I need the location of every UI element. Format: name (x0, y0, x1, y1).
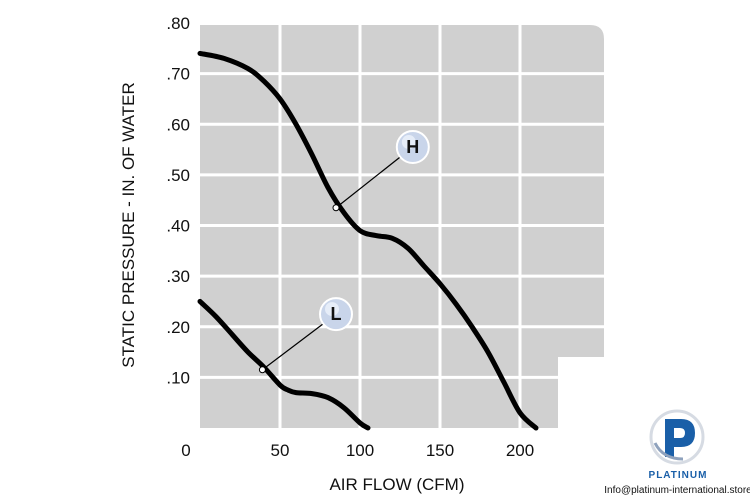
callout-label-l: L (331, 304, 342, 324)
series-callouts: HL (258, 130, 430, 374)
x-tick-label: 200 (506, 441, 534, 460)
y-tick-label: .40 (166, 217, 190, 236)
y-tick-labels: .10 .20 .30 .40 .50 .60 .70 .80 (166, 14, 190, 387)
brand-email: Info@platinum-international.store (604, 485, 750, 496)
logo-swoosh (653, 442, 684, 461)
platinum-logo (649, 409, 705, 465)
callout-highlight-l (325, 302, 339, 317)
callout-dot-l (258, 366, 266, 374)
x-tick-labels: 0 50 100 150 200 (181, 441, 534, 460)
y-tick-label: .30 (166, 267, 190, 286)
y-tick-label: .10 (166, 368, 190, 387)
y-tick-label: .60 (166, 115, 190, 134)
brand-name: PLATINUM (649, 470, 708, 481)
y-tick-label: .80 (166, 14, 190, 33)
grid (200, 23, 604, 428)
callout-dot-h (332, 204, 340, 212)
series-line-l (197, 298, 371, 431)
callout-label-h: H (406, 137, 419, 157)
logo-ring (649, 409, 705, 465)
callout-highlight-h (401, 135, 416, 150)
y-tick-label: .50 (166, 166, 190, 185)
x-tick-label: 150 (426, 441, 454, 460)
x-tick-label: 0 (181, 441, 190, 460)
series-lines (197, 50, 539, 431)
x-tick-label: 100 (346, 441, 374, 460)
x-tick-label: 50 (271, 441, 290, 460)
y-axis-title: STATIC PRESSURE - IN. OF WATER (119, 82, 138, 368)
y-tick-label: .20 (166, 318, 190, 337)
y-tick-label: .70 (166, 65, 190, 84)
logo-p-mark (665, 419, 695, 457)
series-line-h (197, 50, 539, 431)
x-axis-title: AIR FLOW (CFM) (329, 475, 464, 494)
